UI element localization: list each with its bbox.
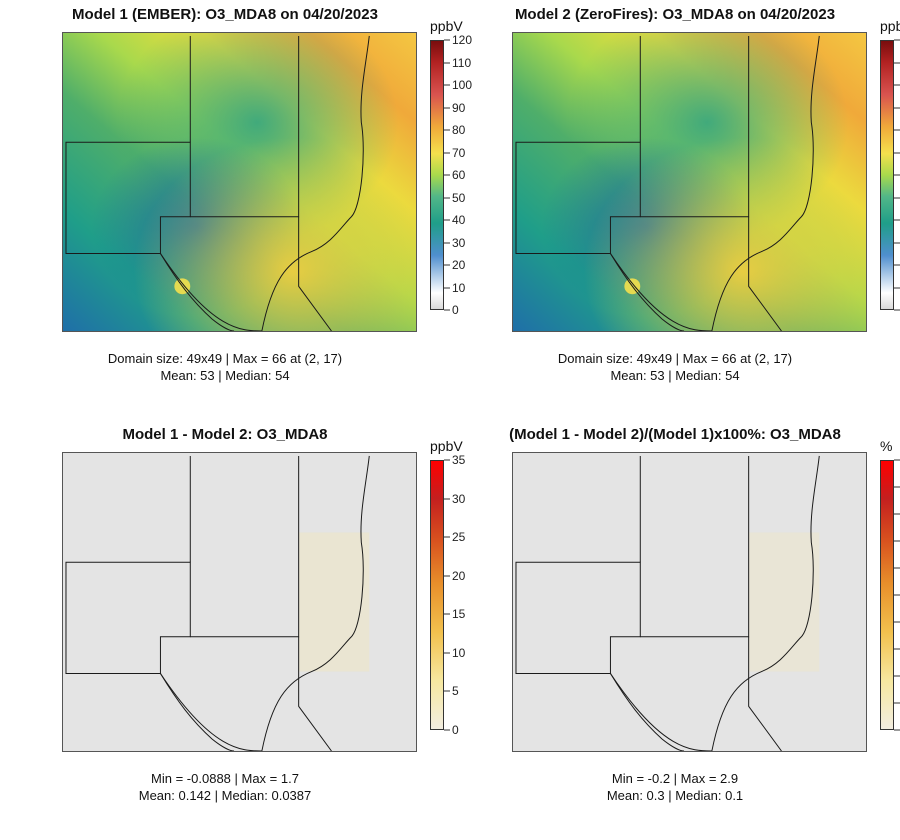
o3-heatmap-model2 bbox=[513, 33, 866, 331]
cb-tick-mark-pctdiff-9 bbox=[894, 487, 900, 488]
ytick-mark-model2-4 bbox=[512, 183, 513, 184]
plot-area-model1: 41.2539.2537.2535.2533.2531.2529.2527.25… bbox=[62, 32, 417, 332]
ytick-mark-model2-1 bbox=[512, 70, 513, 71]
ytick-mark-model1-5 bbox=[62, 220, 63, 221]
xtick-mark-model2-1 bbox=[591, 331, 592, 332]
ytick-mark-model2-6 bbox=[512, 258, 513, 259]
xtick-mark-model2-6 bbox=[828, 331, 829, 332]
panel-model2: Model 2 (ZeroFires): O3_MDA8 on 04/20/20… bbox=[450, 0, 900, 420]
cb-tick-mark-pctdiff-2 bbox=[894, 676, 900, 677]
panel-title-pctdiff: (Model 1 - Model 2)/(Model 1)x100%: O3_M… bbox=[450, 426, 900, 443]
diff-map-diff bbox=[63, 453, 416, 751]
ytick-mark-model2-0 bbox=[512, 33, 513, 34]
caption-model2: Domain size: 49x49 | Max = 66 at (2, 17)… bbox=[450, 350, 900, 384]
xtick-mark-model1-1 bbox=[141, 331, 142, 332]
cb-tick-mark-pctdiff-10 bbox=[894, 460, 900, 461]
xtick-mark-model1-2 bbox=[220, 331, 221, 332]
diff-map-pctdiff bbox=[513, 453, 866, 751]
panel-title-model2: Model 2 (ZeroFires): O3_MDA8 on 04/20/20… bbox=[450, 6, 900, 23]
cb-tick-mark-pctdiff-8 bbox=[894, 514, 900, 515]
caption-pctdiff: Min = -0.2 | Max = 2.9 Mean: 0.3 | Media… bbox=[450, 770, 900, 804]
cb-tick-mark-model2-7 bbox=[894, 152, 900, 153]
xtick-mark-model1-4 bbox=[299, 331, 300, 332]
panel-title-diff: Model 1 - Model 2: O3_MDA8 bbox=[0, 426, 450, 443]
ytick-mark-model1-4 bbox=[62, 183, 63, 184]
xtick-mark-model1-0 bbox=[63, 331, 64, 332]
o3-heatmap-model1 bbox=[63, 33, 416, 331]
ytick-mark-model1-0 bbox=[62, 33, 63, 34]
panel-pctdiff: (Model 1 - Model 2)/(Model 1)x100%: O3_M… bbox=[450, 420, 900, 840]
cb-tick-mark-model2-1 bbox=[894, 287, 900, 288]
panel-diff: Model 1 - Model 2: O3_MDA8 ppbV 0 5 10 15 20… bbox=[0, 420, 450, 840]
cb-tick-mark-model2-4 bbox=[894, 220, 900, 221]
caption-diff: Min = -0.0888 | Max = 1.7 Mean: 0.142 | … bbox=[0, 770, 450, 804]
cb-tick-mark-pctdiff-1 bbox=[894, 703, 900, 704]
plot-area-model2: 41.2539.2537.2535.2533.2531.2529.2527.25… bbox=[512, 32, 867, 332]
xtick-mark-model2-5 bbox=[789, 331, 790, 332]
panel-model1: Model 1 (EMBER): O3_MDA8 on 04/20/2023 bbox=[0, 0, 450, 420]
cb-tick-mark-pctdiff-0 bbox=[894, 730, 900, 731]
colorbar-unit-model2: ppbV bbox=[880, 18, 900, 34]
cb-tick-mark-model2-11 bbox=[894, 62, 900, 63]
cb-tick-mark-pctdiff-6 bbox=[894, 568, 900, 569]
ytick-mark-model1-6 bbox=[62, 258, 63, 259]
cb-tick-mark-model2-6 bbox=[894, 175, 900, 176]
cb-tick-mark-pctdiff-3 bbox=[894, 649, 900, 650]
cb-tick-mark-pctdiff-7 bbox=[894, 541, 900, 542]
cb-tick-mark-pctdiff-5 bbox=[894, 595, 900, 596]
colorbar-gradient-pctdiff bbox=[880, 460, 894, 730]
ytick-mark-model2-3 bbox=[512, 145, 513, 146]
ytick-mark-model1-7 bbox=[62, 295, 63, 296]
cb-tick-mark-model2-0 bbox=[894, 310, 900, 311]
ytick-mark-model1-1 bbox=[62, 70, 63, 71]
xtick-mark-model1-5 bbox=[339, 331, 340, 332]
xtick-mark-model2-4 bbox=[749, 331, 750, 332]
plot-area-pctdiff bbox=[512, 452, 867, 752]
panel-title-model1: Model 1 (EMBER): O3_MDA8 on 04/20/2023 bbox=[0, 6, 450, 23]
ytick-mark-model1-3 bbox=[62, 145, 63, 146]
plot-area-diff bbox=[62, 452, 417, 752]
colorbar-gradient-model2 bbox=[880, 40, 894, 310]
xtick-mark-model2-3 bbox=[710, 331, 711, 332]
ytick-mark-model2-5 bbox=[512, 220, 513, 221]
xtick-mark-model1-6 bbox=[378, 331, 379, 332]
cb-tick-mark-pctdiff-4 bbox=[894, 622, 900, 623]
cb-tick-mark-model2-2 bbox=[894, 265, 900, 266]
cb-tick-mark-model2-8 bbox=[894, 130, 900, 131]
colorbar-unit-pctdiff: % bbox=[880, 438, 892, 454]
cb-tick-mark-model2-9 bbox=[894, 107, 900, 108]
cb-tick-mark-model2-10 bbox=[894, 85, 900, 86]
ytick-mark-model1-2 bbox=[62, 108, 63, 109]
xtick-mark-model2-0 bbox=[513, 331, 514, 332]
ytick-mark-model2-7 bbox=[512, 295, 513, 296]
colorbar-gradient-diff bbox=[430, 460, 444, 730]
caption-model1: Domain size: 49x49 | Max = 66 at (2, 17)… bbox=[0, 350, 450, 384]
cb-tick-mark-model2-5 bbox=[894, 197, 900, 198]
ytick-mark-model2-2 bbox=[512, 108, 513, 109]
colorbar-gradient-model1 bbox=[430, 40, 444, 310]
xtick-mark-model2-2 bbox=[670, 331, 671, 332]
xtick-mark-model1-3 bbox=[260, 331, 261, 332]
cb-tick-mark-model2-3 bbox=[894, 242, 900, 243]
cb-tick-mark-model2-12 bbox=[894, 40, 900, 41]
